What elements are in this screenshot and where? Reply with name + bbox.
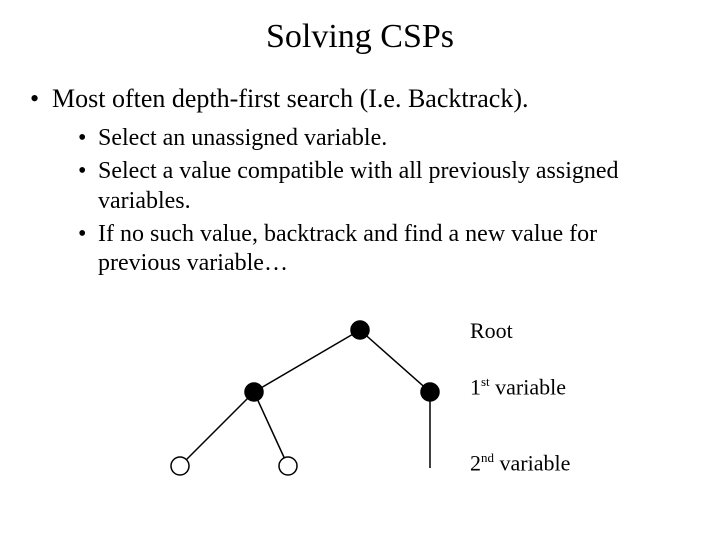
bullet-text: If no such value, backtrack and find a n…	[98, 220, 680, 279]
bullet-text: Select a value compatible with all previ…	[98, 157, 680, 216]
label-root: Root	[470, 318, 513, 344]
bullet-dot: •	[30, 84, 52, 114]
bullet-text: Select an unassigned variable.	[98, 124, 387, 153]
bullet-dot: •	[78, 220, 98, 279]
bullet-dot: •	[78, 124, 98, 153]
bullet-level2: • Select a value compatible with all pre…	[78, 157, 680, 216]
bullet-dot: •	[78, 157, 98, 216]
tree-svg	[120, 318, 600, 518]
bullet-level2: • Select an unassigned variable.	[78, 124, 680, 153]
bullet-level2: • If no such value, backtrack and find a…	[78, 220, 680, 279]
slide-title: Solving CSPs	[0, 0, 720, 66]
bullet-level1: • Most often depth-first search (I.e. Ba…	[30, 84, 690, 114]
label-second-variable: 2nd variable	[470, 450, 570, 476]
label-first-variable: 1st variable	[470, 374, 566, 400]
tree-diagram: Root 1st variable 2nd variable	[120, 318, 600, 518]
bullet-text: Most often depth-first search (I.e. Back…	[52, 84, 528, 114]
